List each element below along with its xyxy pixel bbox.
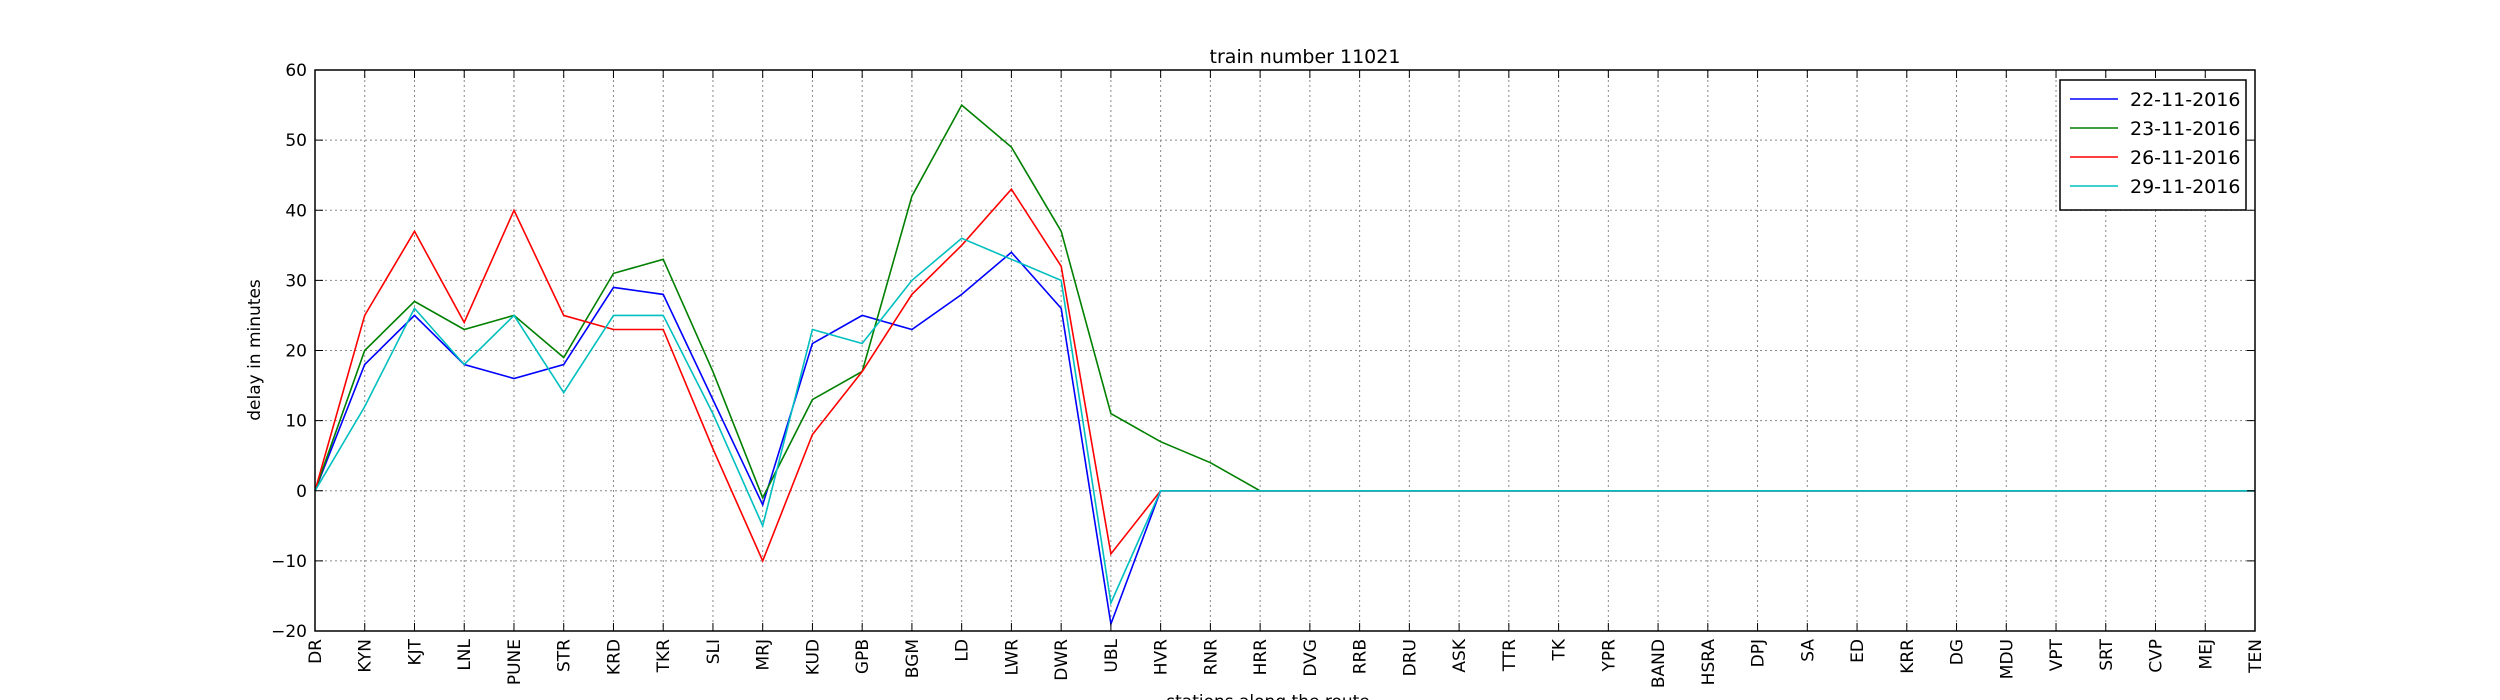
x-tick-label: MRJ <box>754 639 774 671</box>
y-tick-label: 30 <box>285 271 307 291</box>
series-line <box>314 103 2255 500</box>
x-tick-label: MDU <box>1997 639 2017 679</box>
x-tick-label: RRB <box>1351 639 1371 674</box>
legend-label: 29-11-2016 <box>2130 176 2240 198</box>
x-tick-label: TTR <box>1500 639 1520 672</box>
series-line <box>314 187 2255 563</box>
x-tick-label: KYN <box>356 639 376 673</box>
legend-label: 22-11-2016 <box>2130 89 2240 111</box>
legend-label: 26-11-2016 <box>2130 147 2240 169</box>
x-tick-label: LD <box>953 639 973 662</box>
x-tick-label: VPT <box>2047 638 2067 671</box>
x-tick-label: ED <box>1848 639 1868 663</box>
x-axis-label: stations along the route <box>1166 692 1370 700</box>
y-tick-label: 10 <box>285 412 307 432</box>
series-line <box>314 251 2255 628</box>
x-tick-label: KRD <box>604 639 624 675</box>
legend-box <box>2059 79 2247 211</box>
x-tick-label: DWR <box>1052 639 1072 681</box>
y-tick-label: 0 <box>296 482 307 502</box>
x-tick-label: TK <box>1550 638 1570 661</box>
chart-title: train number 11021 <box>1210 46 1401 68</box>
x-tick-label: DRU <box>1400 639 1420 676</box>
x-tick-label: ASK <box>1450 638 1470 672</box>
x-tick-label: LNL <box>455 638 475 670</box>
x-tick-label: KRR <box>1898 639 1918 674</box>
x-tick-label: MEJ <box>2196 639 2216 669</box>
x-tick-label: HRR <box>1251 639 1271 676</box>
x-tick-label: YPR <box>1599 639 1619 673</box>
x-tick-label: KUD <box>803 639 823 675</box>
x-tick-label: PUNE <box>505 639 525 685</box>
x-tick-label: KJT <box>405 638 425 665</box>
y-tick-label: −10 <box>271 552 307 572</box>
x-tick-label: TKR <box>654 639 674 674</box>
x-tick-label: UBL <box>1102 638 1122 672</box>
x-tick-label: GPB <box>853 639 873 674</box>
legend: 22-11-2016 23-11-2016 26-11-2016 29-11-2016 <box>2059 79 2247 211</box>
y-tick-label: 40 <box>285 201 307 221</box>
y-tick-label: 50 <box>285 131 307 151</box>
y-tick-label: −20 <box>271 622 307 642</box>
x-tick-label: TEN <box>2246 639 2266 674</box>
x-tick-label: HVR <box>1152 639 1172 675</box>
x-tick-label: DVG <box>1301 639 1321 677</box>
legend-label: 23-11-2016 <box>2130 118 2240 140</box>
x-tick-label: SA <box>1798 639 1818 662</box>
x-tick-label: SRT <box>2097 638 2117 670</box>
x-tick-label: DR <box>306 639 326 664</box>
grid <box>314 69 2256 632</box>
x-tick-label: CVP <box>2147 639 2167 673</box>
x-tick-label: SLI <box>704 639 724 664</box>
x-tick-label: STR <box>555 639 575 672</box>
x-tick-label: HSRA <box>1699 639 1719 686</box>
y-axis-label: delay in minutes <box>245 279 265 421</box>
x-tick-label: LWR <box>1002 639 1022 676</box>
y-axis-ticks: −20 −10 0 10 20 30 40 50 60 <box>271 61 2255 642</box>
x-tick-label: BGM <box>903 639 923 678</box>
series-lines <box>314 103 2255 628</box>
series-line <box>314 237 2255 606</box>
x-tick-label: BAND <box>1649 639 1669 688</box>
x-tick-label: DG <box>1948 639 1968 665</box>
x-axis-ticks: DR KYN KJT LNL PUNE STR KRD TKR SLI MRJ KUD GPB BGM L… <box>306 70 2266 688</box>
y-tick-label: 60 <box>285 61 307 81</box>
x-tick-label: RNR <box>1201 639 1221 676</box>
x-tick-label: DPJ <box>1749 639 1769 667</box>
y-tick-label: 20 <box>285 342 307 362</box>
